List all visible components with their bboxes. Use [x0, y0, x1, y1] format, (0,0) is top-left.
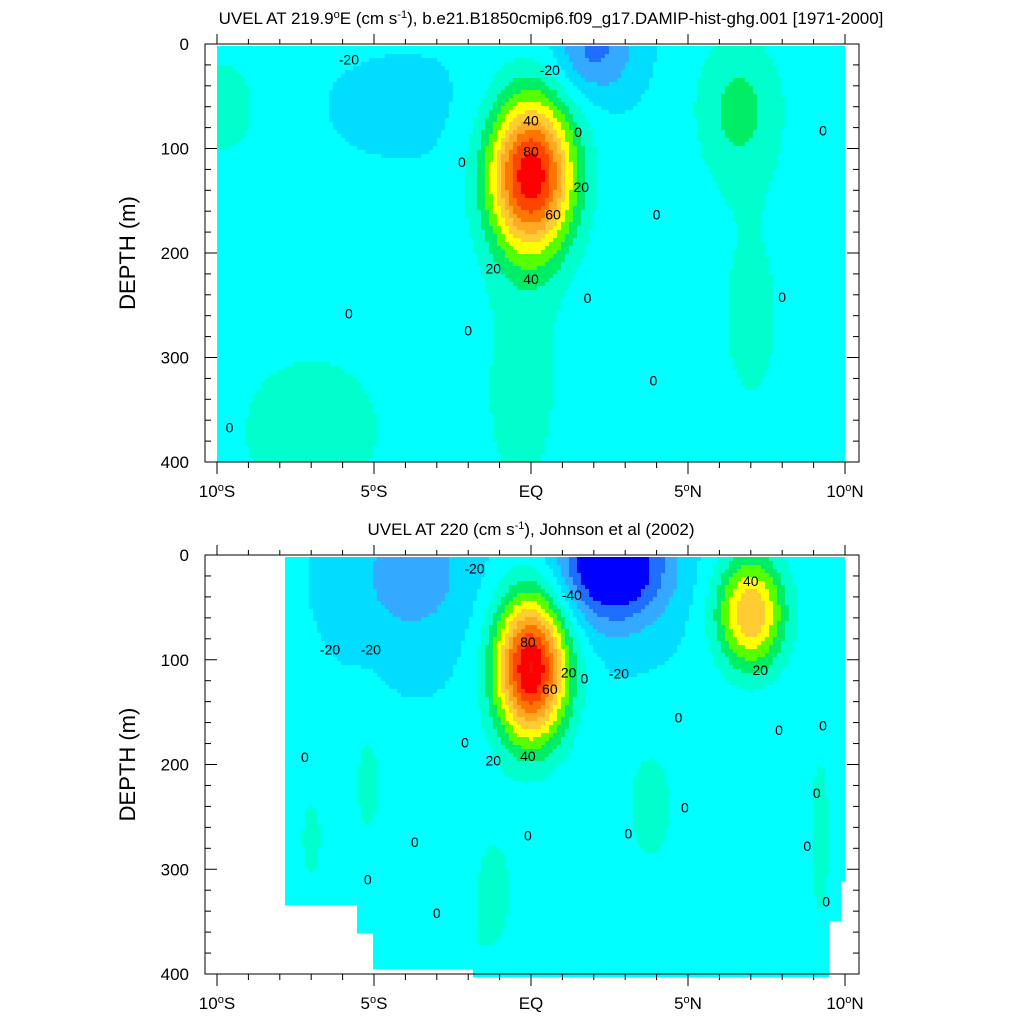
panel-1-x-axis: 10oS 5oS EQ 5oN 10oN: [199, 34, 864, 501]
y-tick-label: 300: [161, 860, 189, 879]
panel-1-contour-label: 20: [486, 261, 502, 277]
panel-1-contour-label: 0: [345, 306, 353, 322]
panel-2-contour-label: 60: [542, 681, 558, 697]
panel-1-title: UVEL AT 219.9oE (cm s-1), b.e21.B1850cmi…: [219, 9, 884, 28]
x-tick-label: 5oN: [674, 994, 702, 1013]
y-tick-label: 400: [161, 965, 189, 984]
panel-1-contour-label: 40: [523, 112, 539, 128]
panel-2-contour-label: 0: [433, 905, 441, 921]
y-tick-label: 200: [161, 244, 189, 263]
x-tick-label: 10oN: [826, 994, 863, 1013]
panel-2-contour-label: 20: [486, 752, 502, 768]
panel-1-contour-label: 0: [464, 322, 472, 338]
panel-2-contour-fill: [285, 557, 846, 978]
y-tick-label: 200: [161, 756, 189, 775]
panel-1-contour-label: 80: [523, 144, 539, 160]
x-tick-label: 5oN: [674, 482, 702, 501]
y-tick-label: 400: [161, 453, 189, 472]
panel-1-contour-label: 40: [523, 271, 539, 287]
panel-2-contour-label: 0: [364, 872, 372, 888]
x-tick-label: 10oS: [199, 482, 235, 501]
panel-2-contour-label: 0: [461, 735, 469, 751]
panel-2-contour-label: 0: [624, 826, 632, 842]
panel-2-contour-label: 0: [411, 834, 419, 850]
x-tick-label: 5oS: [361, 994, 388, 1013]
panel-2-contour-label: 0: [580, 671, 588, 687]
y-tick-label: 300: [161, 349, 189, 368]
panel-2-contour-label: -20: [361, 641, 381, 657]
panel-2-contour-label: 0: [813, 785, 821, 801]
panel-2-contour-label: -20: [320, 641, 340, 657]
panel-2-contour-label: -40: [562, 587, 582, 603]
panel-2-x-axis: 10oS 5oS EQ 5oN 10oN: [199, 545, 864, 1013]
panel-1-contour-label: -20: [540, 62, 560, 78]
x-tick-label: 5oS: [361, 482, 388, 501]
x-tick-label: EQ: [519, 482, 544, 501]
panel-2-contour-label: 80: [520, 634, 536, 650]
panel-2-contour-label: 0: [681, 799, 689, 815]
x-tick-label: EQ: [519, 994, 544, 1013]
panel-2-contour-label: -20: [609, 665, 629, 681]
panel-1-contour-label: 0: [819, 123, 827, 139]
panel-2-contour-label: 0: [675, 709, 683, 725]
panel-2-contour-label: 20: [561, 664, 577, 680]
panel-2-contour-label: 0: [803, 838, 811, 854]
y-tick-label: 0: [180, 35, 189, 54]
y-tick-label: 100: [161, 651, 189, 670]
panel-1-contour-label: -20: [339, 52, 359, 68]
x-tick-label: 10oN: [826, 482, 863, 501]
panel-2-contour-label: 20: [752, 662, 768, 678]
panel-1-y-axis-title: DEPTH (m): [115, 196, 140, 310]
panel-1-contour-label: 0: [226, 420, 234, 436]
panel-1-contour-label: 0: [778, 289, 786, 305]
panel-2-contour-label: 0: [822, 894, 830, 910]
x-tick-label: 10oS: [199, 994, 235, 1013]
panel-1-contour-label: 0: [574, 124, 582, 140]
panel-1-contour-fill: [217, 46, 846, 463]
panel-1-contour-label: 20: [573, 179, 589, 195]
panel-1-contour-label: 0: [653, 206, 661, 222]
panel-2-contour-label: -20: [464, 561, 484, 577]
panel-2-contour-label: 40: [743, 573, 759, 589]
panel-2-contour-label: 40: [520, 748, 536, 764]
y-tick-label: 100: [161, 140, 189, 159]
panel-2-contour-label: 0: [301, 749, 309, 765]
panel-1: -20-204080206000402000000000010020030040…: [115, 34, 864, 501]
panel-1-contour-label: 0: [458, 154, 466, 170]
panel-2-title: UVEL AT 220 (cm s-1), Johnson et al (200…: [368, 520, 695, 539]
panel-1-contour-label: 60: [545, 206, 561, 222]
y-tick-label: 0: [180, 546, 189, 565]
panel-2-contour-label: 0: [775, 722, 783, 738]
panel-1-contour-label: 0: [584, 290, 592, 306]
panel-2-y-axis-title: DEPTH (m): [115, 708, 140, 822]
panel-2-contour-label: 0: [819, 718, 827, 734]
panel-1-contour-label: 0: [650, 372, 658, 388]
panel-2-contour-label: 0: [524, 828, 532, 844]
